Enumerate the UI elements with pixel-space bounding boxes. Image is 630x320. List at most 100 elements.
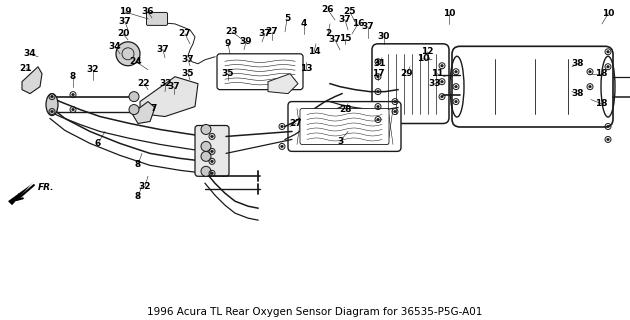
- Text: 37: 37: [329, 35, 341, 44]
- Text: 37: 37: [118, 17, 131, 27]
- Text: 9: 9: [225, 39, 231, 48]
- Text: 10: 10: [443, 10, 455, 19]
- Text: 14: 14: [307, 47, 320, 56]
- Polygon shape: [22, 67, 42, 94]
- Circle shape: [607, 125, 609, 128]
- Circle shape: [377, 60, 379, 63]
- Text: 11: 11: [431, 69, 444, 78]
- Circle shape: [607, 51, 609, 53]
- Text: 17: 17: [372, 69, 384, 78]
- FancyBboxPatch shape: [195, 125, 229, 176]
- Text: 8: 8: [135, 192, 141, 201]
- Text: 37: 37: [259, 29, 272, 38]
- Text: 1996 Acura TL Rear Oxygen Sensor Diagram for 36535-P5G-A01: 1996 Acura TL Rear Oxygen Sensor Diagram…: [147, 307, 483, 317]
- Text: 12: 12: [421, 47, 433, 56]
- Circle shape: [440, 80, 444, 83]
- Circle shape: [210, 150, 214, 153]
- Text: 24: 24: [130, 57, 142, 66]
- Text: 35: 35: [222, 69, 234, 78]
- Circle shape: [377, 105, 379, 108]
- FancyBboxPatch shape: [147, 12, 168, 25]
- Text: 16: 16: [352, 20, 364, 28]
- Text: 2: 2: [325, 29, 331, 38]
- Text: 37: 37: [157, 45, 169, 54]
- Text: 38: 38: [572, 89, 584, 98]
- Circle shape: [455, 100, 457, 103]
- Text: 34: 34: [24, 49, 37, 58]
- Circle shape: [377, 75, 379, 78]
- Circle shape: [201, 151, 211, 161]
- Text: 29: 29: [401, 69, 413, 78]
- Circle shape: [440, 95, 444, 98]
- Circle shape: [377, 118, 379, 121]
- Text: 27: 27: [179, 29, 192, 38]
- FancyBboxPatch shape: [372, 44, 449, 124]
- Circle shape: [588, 70, 592, 73]
- Circle shape: [377, 90, 379, 93]
- Text: 15: 15: [339, 34, 352, 43]
- FancyBboxPatch shape: [300, 108, 389, 144]
- Circle shape: [210, 160, 214, 163]
- Circle shape: [72, 93, 74, 96]
- Text: 27: 27: [290, 119, 302, 128]
- Circle shape: [129, 92, 139, 101]
- Text: 28: 28: [340, 105, 352, 114]
- Polygon shape: [268, 74, 298, 94]
- FancyBboxPatch shape: [217, 54, 303, 90]
- Text: 38: 38: [572, 59, 584, 68]
- Text: 10: 10: [417, 54, 429, 63]
- FancyBboxPatch shape: [452, 46, 613, 127]
- Text: 8: 8: [70, 72, 76, 81]
- Text: 19: 19: [118, 7, 131, 16]
- Text: 26: 26: [322, 5, 335, 14]
- Circle shape: [210, 172, 214, 175]
- Text: 5: 5: [284, 14, 290, 23]
- Text: 3: 3: [337, 137, 343, 146]
- Circle shape: [116, 42, 140, 66]
- Circle shape: [280, 145, 284, 148]
- Text: 8: 8: [135, 160, 141, 169]
- Circle shape: [201, 124, 211, 134]
- Circle shape: [455, 70, 457, 73]
- Circle shape: [72, 108, 74, 111]
- Text: 32: 32: [87, 65, 100, 74]
- Polygon shape: [132, 101, 155, 124]
- Ellipse shape: [46, 94, 58, 116]
- Circle shape: [280, 125, 284, 128]
- Polygon shape: [140, 77, 198, 116]
- Text: 25: 25: [344, 7, 356, 16]
- Text: 39: 39: [239, 37, 252, 46]
- Text: 31: 31: [374, 59, 386, 68]
- Circle shape: [210, 135, 214, 138]
- Text: 37: 37: [168, 82, 180, 91]
- Circle shape: [588, 85, 592, 88]
- Text: 10: 10: [602, 10, 614, 19]
- Text: 4: 4: [301, 20, 307, 28]
- Text: 23: 23: [226, 28, 238, 36]
- Circle shape: [50, 110, 54, 113]
- Text: 27: 27: [266, 28, 278, 36]
- Text: 32: 32: [139, 182, 151, 191]
- Text: 21: 21: [20, 64, 32, 73]
- Circle shape: [455, 85, 457, 88]
- Text: 37: 37: [181, 55, 194, 64]
- Text: 18: 18: [595, 99, 607, 108]
- Circle shape: [394, 100, 396, 103]
- Text: 13: 13: [300, 64, 312, 73]
- Circle shape: [129, 105, 139, 115]
- Text: 22: 22: [138, 79, 150, 88]
- Circle shape: [607, 138, 609, 141]
- Text: 7: 7: [151, 104, 158, 113]
- FancyBboxPatch shape: [288, 101, 401, 151]
- Text: 20: 20: [117, 29, 129, 38]
- Text: FR.: FR.: [38, 183, 55, 192]
- Circle shape: [394, 110, 396, 113]
- Text: 18: 18: [595, 69, 607, 78]
- Circle shape: [440, 64, 444, 67]
- Text: 6: 6: [95, 139, 101, 148]
- Circle shape: [50, 95, 54, 98]
- Text: 33: 33: [429, 79, 441, 88]
- Text: 37: 37: [362, 22, 374, 31]
- Polygon shape: [8, 181, 34, 205]
- Text: 36: 36: [142, 7, 154, 16]
